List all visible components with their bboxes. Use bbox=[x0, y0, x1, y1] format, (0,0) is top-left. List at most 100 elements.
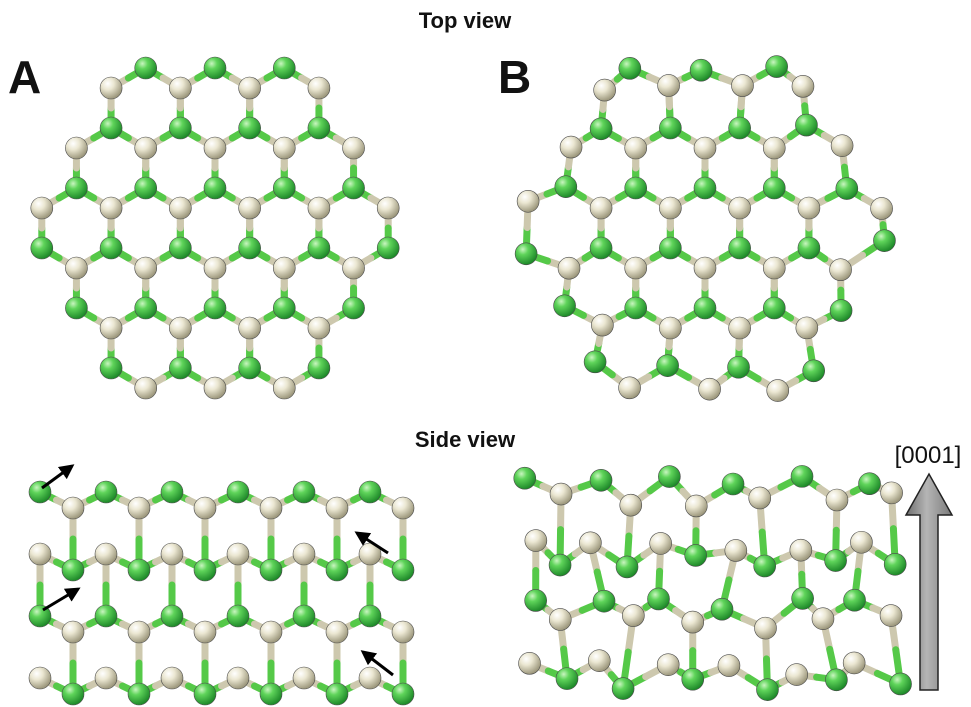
green-atom bbox=[134, 56, 158, 80]
gray-atom bbox=[524, 529, 548, 552]
gray-atom bbox=[226, 542, 250, 566]
green-atom bbox=[795, 113, 818, 137]
green-atom bbox=[873, 229, 896, 252]
gray-atom bbox=[238, 76, 261, 100]
panel-a-label: A bbox=[8, 51, 41, 103]
green-atom bbox=[99, 356, 123, 380]
green-atom bbox=[791, 587, 814, 610]
green-atom bbox=[659, 236, 682, 260]
green-atom bbox=[765, 55, 788, 78]
green-atom bbox=[307, 236, 331, 260]
gray-atom bbox=[272, 136, 296, 160]
gray-atom bbox=[342, 256, 365, 280]
gray-atom bbox=[99, 76, 123, 100]
gray-atom bbox=[61, 496, 85, 520]
gray-atom bbox=[724, 539, 748, 562]
gray-atom bbox=[559, 135, 583, 159]
green-atom bbox=[292, 480, 316, 504]
gray-atom bbox=[618, 376, 641, 400]
gray-atom bbox=[516, 189, 540, 213]
green-atom bbox=[272, 176, 296, 200]
gray-atom bbox=[127, 496, 151, 520]
gray-atom bbox=[850, 530, 873, 554]
green-atom bbox=[127, 558, 151, 582]
green-atom bbox=[65, 176, 88, 200]
gray-atom bbox=[693, 136, 717, 160]
gray-atom bbox=[728, 316, 751, 340]
green-atom bbox=[272, 56, 296, 80]
gray-atom bbox=[591, 313, 614, 337]
gray-atom bbox=[748, 486, 772, 510]
gray-atom bbox=[259, 496, 283, 520]
green-atom bbox=[835, 177, 859, 200]
green-atom bbox=[554, 175, 578, 198]
green-atom bbox=[99, 236, 123, 260]
gray-atom bbox=[99, 316, 123, 340]
green-atom bbox=[259, 682, 283, 706]
green-atom bbox=[94, 604, 118, 628]
gray-atom bbox=[791, 75, 815, 98]
green-atom bbox=[710, 597, 734, 621]
green-atom bbox=[307, 356, 331, 380]
gray-atom bbox=[880, 481, 903, 505]
green-atom bbox=[728, 116, 751, 140]
gray-atom bbox=[342, 136, 365, 160]
top-view-relaxed-lattice bbox=[514, 55, 896, 402]
gray-atom bbox=[127, 620, 151, 644]
green-atom bbox=[127, 682, 151, 706]
green-atom bbox=[858, 472, 881, 496]
green-atom bbox=[825, 668, 848, 692]
gray-atom bbox=[762, 256, 786, 280]
green-atom bbox=[624, 296, 648, 320]
green-atom bbox=[272, 296, 296, 320]
gray-atom bbox=[789, 538, 813, 562]
side-view-ideal-lattice bbox=[28, 480, 415, 706]
gray-atom bbox=[134, 136, 158, 160]
green-atom bbox=[728, 236, 751, 260]
gray-atom bbox=[842, 651, 866, 675]
gray-atom bbox=[579, 531, 602, 555]
gray-atom bbox=[358, 666, 382, 690]
motion-arrow-3 bbox=[42, 587, 81, 612]
gray-atom bbox=[203, 256, 227, 280]
gray-atom bbox=[94, 542, 118, 566]
green-atom bbox=[721, 472, 745, 496]
gray-atom bbox=[160, 666, 184, 690]
green-atom bbox=[203, 296, 227, 320]
motion-arrow-1 bbox=[41, 464, 75, 490]
gray-atom bbox=[193, 620, 217, 644]
gray-atom bbox=[238, 316, 261, 340]
green-atom bbox=[592, 589, 616, 613]
gray-atom bbox=[203, 376, 227, 400]
gray-atom bbox=[622, 604, 645, 627]
green-atom bbox=[553, 294, 576, 318]
green-atom bbox=[193, 558, 217, 582]
green-atom bbox=[618, 57, 642, 80]
gray-atom bbox=[717, 654, 741, 677]
green-atom bbox=[684, 544, 707, 567]
gray-atom bbox=[307, 196, 331, 220]
gray-atom bbox=[28, 542, 52, 566]
gray-atom bbox=[65, 136, 88, 160]
gray-atom bbox=[589, 196, 613, 220]
green-atom bbox=[307, 116, 331, 140]
gray-atom bbox=[731, 74, 754, 97]
gray-atom bbox=[272, 256, 296, 280]
gray-atom bbox=[391, 496, 415, 520]
green-atom bbox=[238, 116, 261, 140]
green-atom bbox=[259, 558, 283, 582]
green-atom bbox=[689, 58, 713, 82]
gray-atom bbox=[825, 488, 849, 512]
gray-atom bbox=[99, 196, 123, 220]
gray-atom bbox=[762, 136, 786, 160]
gray-atom bbox=[226, 666, 250, 690]
panel-b-label: B bbox=[498, 51, 531, 103]
gray-atom bbox=[624, 136, 648, 160]
gray-atom bbox=[30, 196, 54, 220]
green-atom bbox=[169, 356, 192, 380]
green-atom bbox=[658, 465, 681, 488]
gray-atom bbox=[28, 666, 52, 690]
gray-atom bbox=[307, 316, 331, 340]
green-atom bbox=[391, 682, 415, 706]
green-atom bbox=[589, 468, 613, 492]
